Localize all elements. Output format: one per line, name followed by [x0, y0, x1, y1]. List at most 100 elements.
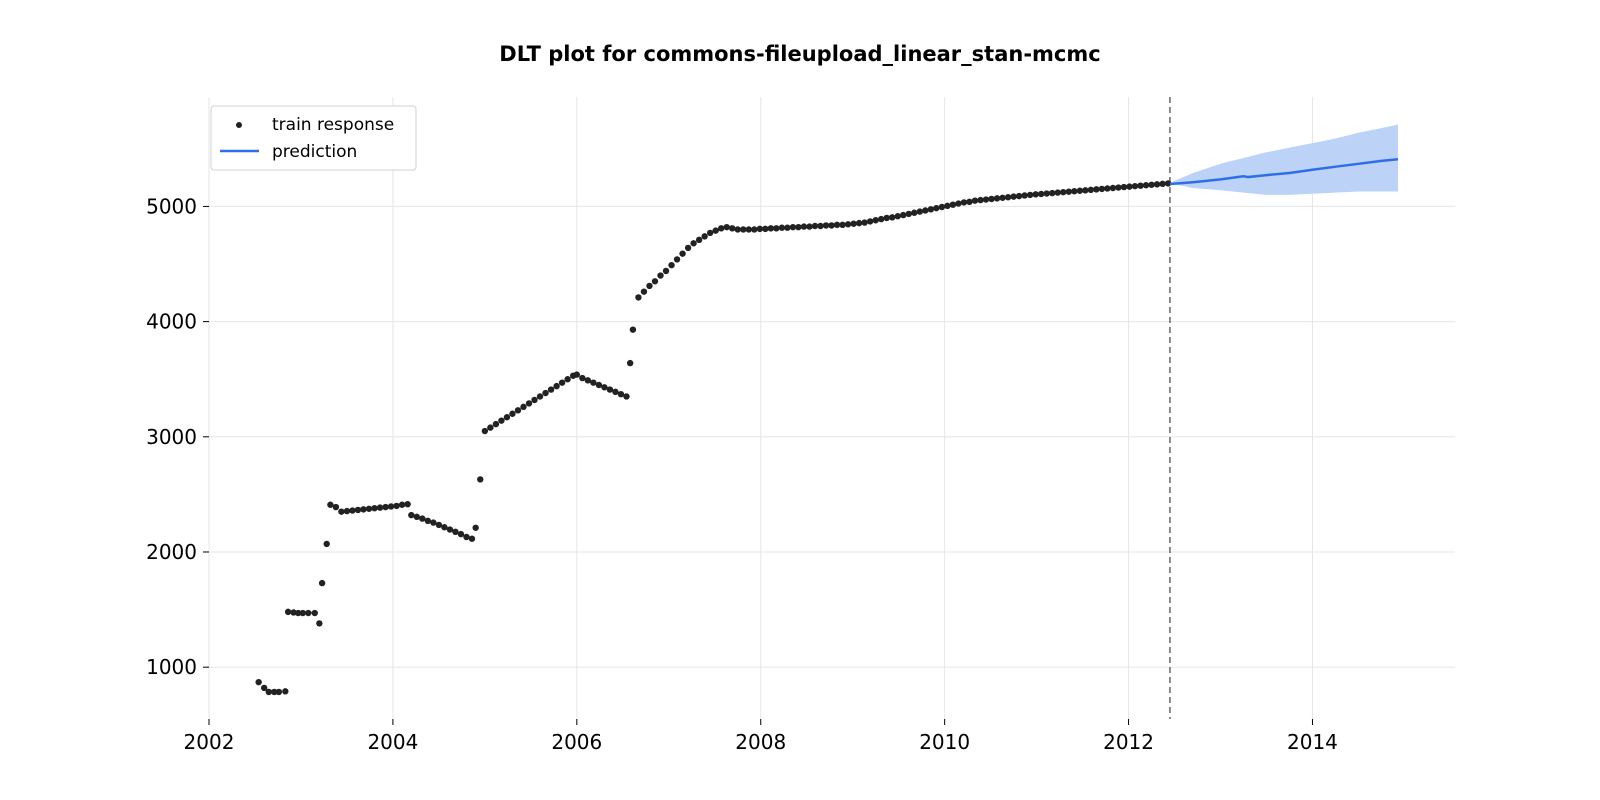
train-response-point	[717, 225, 725, 232]
legend-marker-train-response	[236, 122, 242, 128]
train-response-point	[767, 225, 775, 232]
train-response-point	[971, 197, 979, 204]
train-response-point	[690, 240, 697, 247]
train-response-point	[1142, 182, 1150, 189]
train-response-point	[1004, 194, 1012, 201]
train-response-point	[595, 381, 603, 389]
train-response-point	[531, 396, 538, 404]
train-response-point	[547, 386, 555, 393]
train-response-point	[701, 233, 708, 240]
train-response-point	[866, 218, 874, 225]
train-response-point	[1021, 192, 1028, 199]
train-response-point	[1153, 181, 1161, 188]
train-response-point	[911, 209, 918, 216]
train-response-point	[795, 223, 802, 231]
train-response-point	[905, 210, 912, 218]
train-response-point	[525, 400, 533, 407]
train-response-point	[509, 410, 516, 417]
train-response-point	[811, 222, 819, 230]
train-response-point	[282, 688, 289, 695]
train-response-point	[1043, 190, 1050, 197]
train-response-point	[318, 579, 326, 587]
train-response-point	[584, 377, 592, 384]
train-response-point	[452, 528, 459, 536]
train-response-point	[646, 282, 653, 290]
train-response-point	[311, 609, 318, 617]
train-response-point	[492, 420, 500, 428]
train-response-point	[1015, 192, 1023, 200]
train-response-point	[472, 524, 479, 531]
train-response-point	[520, 403, 527, 411]
train-response-point	[966, 198, 973, 206]
train-response-point	[922, 207, 929, 214]
prediction-band	[1169, 124, 1398, 195]
train-response-point	[387, 503, 395, 510]
y-tick-label: 2000	[146, 540, 197, 564]
prediction-interval-band	[1169, 124, 1398, 195]
train-response-point	[1120, 183, 1128, 191]
train-response-point	[1093, 186, 1100, 193]
train-response-point	[354, 506, 362, 514]
train-response-point	[503, 414, 511, 421]
train-response-point	[441, 524, 448, 531]
train-response-point	[601, 384, 608, 391]
train-response-point	[1148, 181, 1155, 188]
train-response-point	[408, 511, 415, 519]
train-response-point	[371, 505, 378, 512]
train-response-point	[850, 220, 857, 227]
train-response-point	[338, 508, 345, 515]
train-response-point	[612, 388, 619, 396]
train-response-point	[949, 201, 957, 208]
train-response-point	[944, 202, 951, 210]
train-response-point	[305, 609, 312, 617]
train-response-point	[590, 379, 597, 386]
train-response-point	[404, 500, 411, 508]
train-response-point	[457, 530, 465, 538]
legend-frame	[210, 105, 417, 171]
train-response-point	[883, 214, 890, 222]
train-response-point	[343, 507, 351, 515]
train-response-point	[327, 501, 334, 508]
train-response-point	[498, 417, 505, 424]
train-response-point	[1087, 186, 1095, 194]
train-response-point	[745, 226, 752, 233]
train-response-point	[617, 390, 625, 398]
train-response-point	[938, 203, 946, 211]
x-tick-label: 2004	[367, 730, 418, 754]
x-tick-label: 2014	[1287, 730, 1338, 754]
train-response-point	[284, 608, 292, 616]
train-response-point	[626, 359, 634, 367]
train-response-point	[398, 501, 406, 508]
train-response-point	[265, 688, 272, 696]
train-response-point	[817, 222, 824, 230]
train-response-point	[564, 376, 571, 383]
y-tick-label: 1000	[146, 655, 197, 679]
train-response-point	[1082, 187, 1089, 194]
train-response-point	[800, 223, 808, 230]
train-response-point	[376, 504, 384, 511]
train-response-point	[822, 222, 830, 229]
train-response-point	[806, 223, 813, 230]
train-response-point	[446, 526, 454, 533]
train-response-point	[1032, 191, 1039, 198]
train-response-point	[1076, 187, 1084, 194]
x-tick-label: 2010	[919, 730, 970, 754]
train-response-point	[640, 288, 648, 295]
train-response-point	[332, 503, 340, 511]
prediction-line	[1169, 157, 1399, 186]
train-response-point	[413, 513, 421, 521]
train-response-point	[294, 609, 302, 617]
train-response-point	[960, 199, 968, 206]
train-response-point	[662, 267, 670, 275]
train-response-point	[542, 389, 549, 397]
train-response-point	[424, 517, 432, 525]
train-response-point	[1137, 182, 1144, 189]
train-response-point	[916, 208, 924, 215]
x-tick-label: 2008	[735, 730, 786, 754]
train-response-point	[260, 684, 268, 692]
train-response-point	[778, 224, 786, 231]
x-tick-label: 2002	[184, 730, 235, 754]
train-response-point	[271, 688, 278, 696]
train-response-point	[977, 196, 984, 204]
train-response-point	[606, 386, 614, 393]
